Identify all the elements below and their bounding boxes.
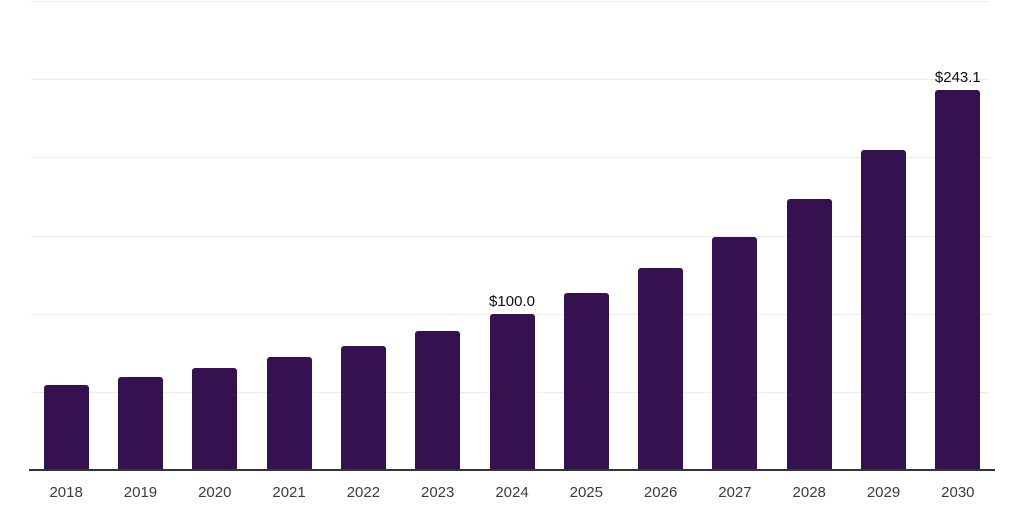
data-label-2030: $243.1 — [934, 68, 981, 86]
x-tick-label-2028: 2028 — [792, 484, 826, 501]
bar-2024 — [489, 313, 535, 470]
bar-2020 — [192, 367, 238, 470]
x-tick-label-2030: 2030 — [941, 484, 975, 501]
gridline — [31, 157, 989, 159]
x-tick-label-2022: 2022 — [346, 484, 381, 501]
bar-2028 — [786, 198, 832, 470]
bar-2019 — [117, 376, 163, 470]
x-tick-label-2029: 2029 — [866, 484, 901, 501]
bar-2022 — [340, 345, 386, 470]
x-tick-label-2024: 2024 — [495, 484, 529, 501]
bar-2029 — [861, 149, 907, 470]
x-tick-label-2021: 2021 — [272, 484, 306, 501]
gridline — [31, 235, 989, 237]
bar-2026 — [638, 267, 684, 470]
x-tick-label-2025: 2025 — [569, 484, 603, 501]
data-label-2024: $100.0 — [489, 292, 535, 310]
x-tick-label-2020: 2020 — [198, 484, 232, 501]
bar-2025 — [563, 292, 609, 470]
bar-2030 — [935, 89, 981, 470]
bar-2021 — [266, 357, 312, 470]
x-tick-label-2023: 2023 — [421, 484, 455, 501]
bar-2023 — [415, 330, 461, 470]
x-tick-label-2027: 2027 — [718, 484, 752, 501]
x-tick-label-2019: 2019 — [123, 484, 158, 501]
bar-2018 — [43, 384, 89, 470]
x-tick-label-2018: 2018 — [49, 484, 83, 501]
bar-2027 — [712, 236, 758, 470]
gridline — [31, 79, 989, 81]
gridline — [31, 1, 989, 2]
x-axis-line — [29, 469, 995, 471]
x-tick-label-2026: 2026 — [643, 484, 678, 501]
